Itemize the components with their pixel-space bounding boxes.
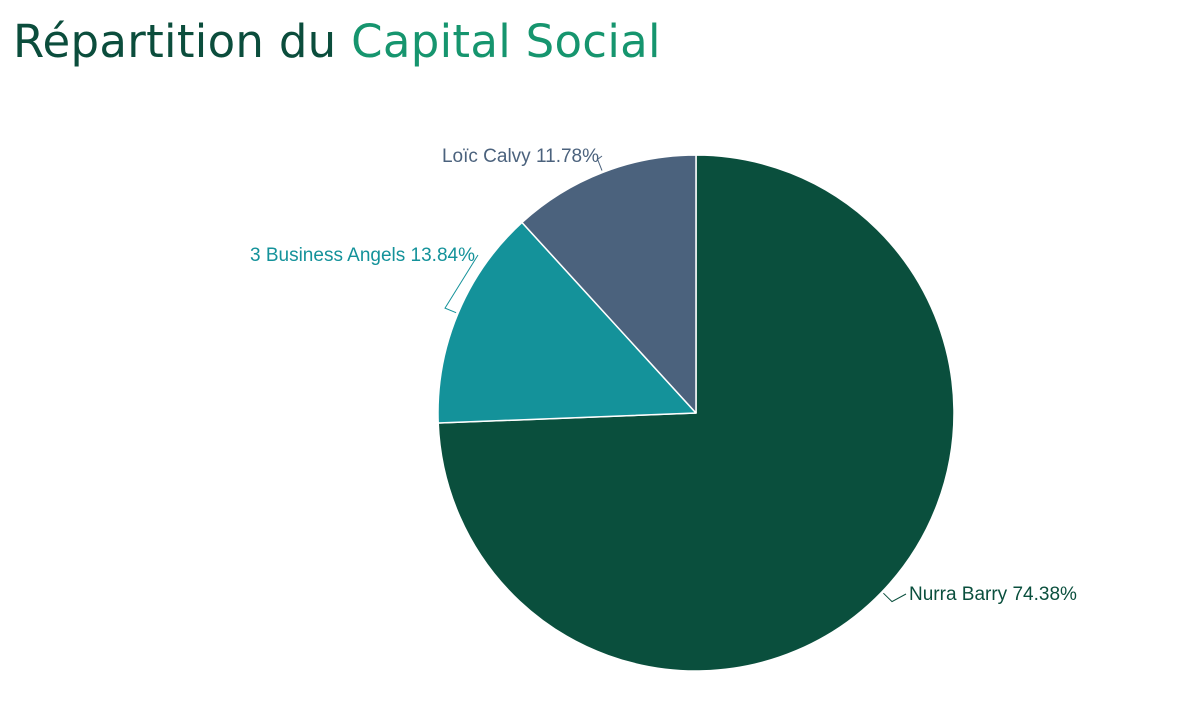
title-part-1: Répartition du — [13, 15, 337, 68]
label-leader-lines — [444, 155, 907, 603]
pie-labels: Nurra Barry 74.38% 3 Business Angels 13.8… — [250, 146, 1077, 605]
leader-line — [883, 592, 907, 603]
slice-label: 3 Business Angels 13.84% — [250, 245, 475, 266]
slice-label: Loïc Calvy 11.78% — [442, 146, 599, 167]
pie-slices — [437, 154, 955, 672]
title-part-2: Capital Social — [351, 15, 661, 68]
pie-slice — [521, 154, 697, 414]
pie-slice — [437, 221, 697, 424]
leader-line — [444, 254, 479, 314]
page-title: Répartition du Capital Social — [13, 12, 661, 72]
slice-label: Nurra Barry 74.38% — [909, 584, 1077, 605]
leader-line — [596, 155, 603, 171]
